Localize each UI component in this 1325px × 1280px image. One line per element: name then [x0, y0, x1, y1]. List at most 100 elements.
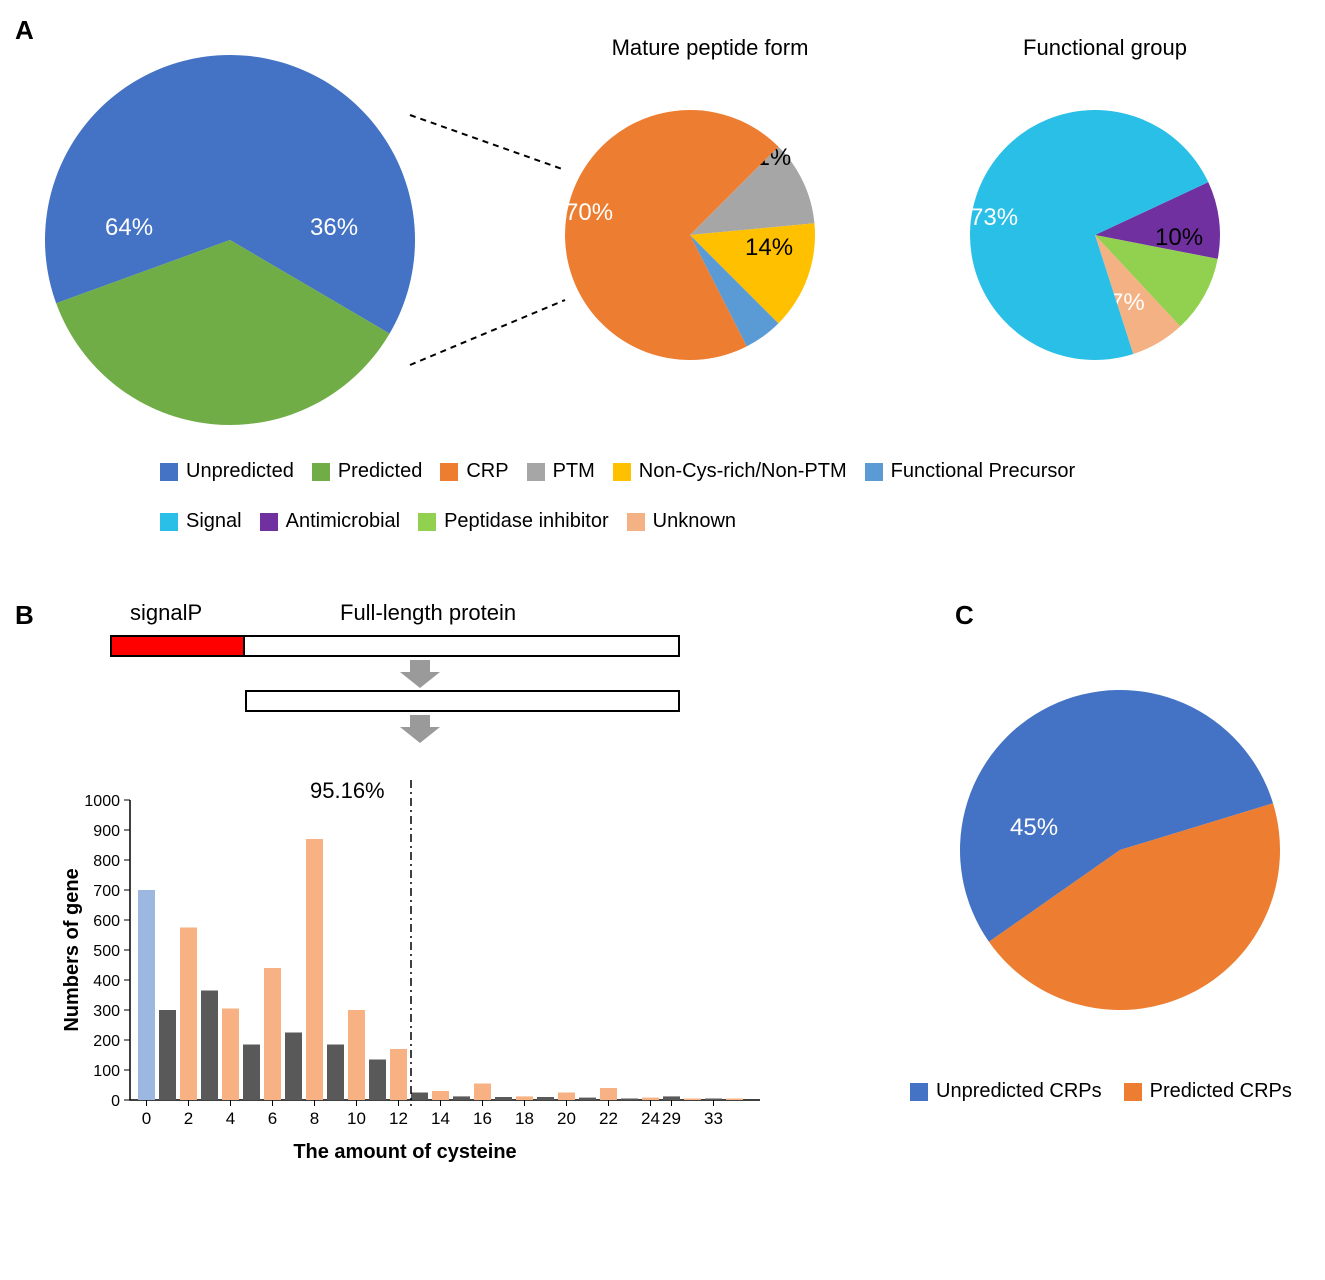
legend-item: Predicted	[312, 460, 423, 483]
svg-text:33: 33	[704, 1109, 723, 1128]
legend-item: Non-Cys-rich/Non-PTM	[613, 460, 847, 483]
panel-c-label: C	[955, 600, 974, 631]
histogram-bar	[726, 1099, 743, 1101]
svg-text:2: 2	[184, 1109, 193, 1128]
pie-pct-label: 45%	[1010, 814, 1058, 841]
svg-text:700: 700	[93, 883, 120, 900]
signalp-label: signalP	[130, 600, 202, 626]
legend-item: Functional Precursor	[865, 460, 1076, 483]
legend-label: Unknown	[653, 510, 736, 533]
svg-text:14: 14	[431, 1109, 450, 1128]
histogram-bar	[411, 1093, 428, 1101]
legend-label: Signal	[186, 510, 242, 533]
histogram-bar	[369, 1060, 386, 1101]
svg-text:400: 400	[93, 973, 120, 990]
legend-label: Unpredicted CRPs	[936, 1080, 1102, 1103]
legend-item: Antimicrobial	[260, 510, 400, 533]
svg-text:8: 8	[310, 1109, 319, 1128]
legend-swatch	[527, 463, 545, 481]
pie-functional-title: Functional group	[995, 35, 1215, 61]
legend-swatch	[260, 513, 278, 531]
histogram-bar	[390, 1049, 407, 1100]
svg-text:0: 0	[111, 1093, 120, 1110]
panel-c-svg: 55%45%	[940, 660, 1320, 1060]
svg-text:800: 800	[93, 853, 120, 870]
pie-mature-title: Mature peptide form	[585, 35, 835, 61]
histogram-bar	[159, 1010, 176, 1100]
svg-text:29: 29	[662, 1109, 681, 1128]
histogram-bar	[474, 1084, 491, 1101]
histogram-bar	[264, 968, 281, 1100]
pie-pct-label: 70%	[565, 199, 613, 226]
histogram-bar	[348, 1010, 365, 1100]
histogram-bar	[558, 1093, 575, 1101]
legend-label: Predicted	[338, 460, 423, 483]
svg-text:22: 22	[599, 1109, 618, 1128]
svg-text:Numbers of gene: Numbers of gene	[61, 868, 83, 1031]
legend-swatch	[418, 513, 436, 531]
svg-text:500: 500	[93, 943, 120, 960]
mature-bar	[245, 690, 680, 712]
legend-label: Predicted CRPs	[1150, 1080, 1292, 1103]
signalp-segment	[110, 635, 245, 657]
legend-item: Unpredicted	[160, 460, 294, 483]
pie-pct-label: 64%	[105, 214, 153, 241]
legend-item: CRP	[440, 460, 508, 483]
svg-text:18: 18	[515, 1109, 534, 1128]
histogram-bar	[453, 1096, 470, 1100]
legend-label: Functional Precursor	[891, 460, 1076, 483]
histogram-bar	[432, 1091, 449, 1100]
histogram-bar	[222, 1009, 239, 1101]
legend-swatch	[440, 463, 458, 481]
legend-swatch	[1124, 1083, 1142, 1101]
histogram-bar	[642, 1098, 659, 1100]
figure: A 64%36%11%14%5%70%10%10%7%73% Mature pe…	[10, 10, 1315, 1270]
legend-swatch	[910, 1083, 928, 1101]
legend-swatch	[312, 463, 330, 481]
leader-line	[410, 300, 565, 365]
legend-swatch	[865, 463, 883, 481]
arrow-down-icon	[400, 715, 440, 743]
histogram-bar	[579, 1098, 596, 1100]
legend-label: Antimicrobial	[286, 510, 400, 533]
pie-pct-label: 10%	[1155, 224, 1203, 251]
histogram-svg: 0100200300400500600700800900100002468101…	[60, 770, 820, 1190]
legend-row-2: SignalAntimicrobialPeptidase inhibitorUn…	[160, 510, 736, 533]
histogram-bar	[201, 991, 218, 1101]
panel-a-svg: 64%36%11%14%5%70%10%10%7%73%	[10, 10, 1315, 450]
svg-text:6: 6	[268, 1109, 277, 1128]
svg-text:10: 10	[347, 1109, 366, 1128]
legend-swatch	[613, 463, 631, 481]
histogram-bar	[705, 1099, 722, 1101]
histogram-bar	[495, 1097, 512, 1100]
full-length-label: Full-length protein	[340, 600, 516, 626]
legend-label: Non-Cys-rich/Non-PTM	[639, 460, 847, 483]
panel-b-label: B	[15, 600, 34, 631]
svg-text:The amount of cysteine: The amount of cysteine	[293, 1141, 516, 1163]
legend-row-1: Unpredicted Predicted CRP PTM Non-Cys-rich/N…	[160, 460, 1075, 483]
legend-label: PTM	[553, 460, 595, 483]
svg-text:900: 900	[93, 823, 120, 840]
leader-line	[410, 115, 565, 170]
histogram-bar	[138, 890, 155, 1100]
svg-text:600: 600	[93, 913, 120, 930]
pie-pct-label: 73%	[970, 204, 1018, 231]
legend-swatch	[160, 513, 178, 531]
histogram-bar	[285, 1033, 302, 1101]
legend-item: Unknown	[627, 510, 736, 533]
legend-item: PTM	[527, 460, 595, 483]
svg-text:24: 24	[641, 1109, 660, 1128]
histogram-bar	[180, 928, 197, 1101]
histogram-callout: 95.16%	[310, 778, 385, 803]
histogram-bar	[306, 839, 323, 1100]
svg-text:16: 16	[473, 1109, 492, 1128]
legend-item: Predicted CRPs	[1124, 1080, 1292, 1103]
histogram-bar	[684, 1099, 701, 1101]
arrow-down-icon	[400, 660, 440, 688]
histogram-bar	[663, 1096, 680, 1100]
svg-text:12: 12	[389, 1109, 408, 1128]
histogram-bar	[243, 1045, 260, 1101]
svg-text:1000: 1000	[84, 793, 120, 810]
legend-item: Unpredicted CRPs	[910, 1080, 1102, 1103]
pie-pct-label: 36%	[310, 214, 358, 241]
